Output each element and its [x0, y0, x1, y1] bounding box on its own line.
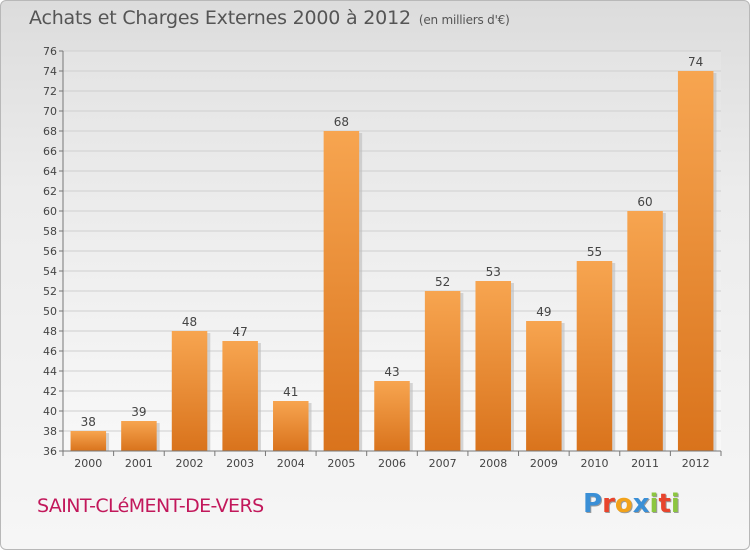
- bar: [323, 131, 360, 451]
- bar: [171, 331, 208, 451]
- bar-value-label: 47: [233, 325, 248, 339]
- logo-letter: i: [670, 489, 680, 519]
- y-tick-label: 74: [43, 65, 57, 78]
- bar: [475, 281, 511, 451]
- y-tick-label: 42: [43, 385, 57, 398]
- x-axis: 2000 2001 2002 2003 2004 2005 2006 2007 2008 2009…: [62, 450, 722, 470]
- y-tick-label: 64: [43, 165, 57, 178]
- x-tick-label: 2003: [226, 457, 254, 470]
- y-tick-label: 58: [43, 225, 57, 238]
- y-tick-label: 46: [43, 345, 57, 358]
- x-tick-label: 2006: [378, 457, 406, 470]
- y-tick-label: 36: [43, 445, 57, 458]
- y-tick-label: 76: [43, 45, 57, 58]
- x-tick-label: 2001: [125, 457, 153, 470]
- logo-letter: P: [583, 489, 603, 519]
- bar-value-label: 41: [283, 385, 298, 399]
- x-tick-label: 2004: [277, 457, 305, 470]
- bar: [627, 211, 663, 451]
- y-tick-label: 38: [43, 425, 57, 438]
- x-tick-label: 2011: [631, 457, 659, 470]
- place-name: SAINT-CLéMENT-DE-VERS: [37, 495, 264, 517]
- bar: [424, 291, 461, 451]
- bar: [526, 321, 562, 451]
- x-tick-label: 2012: [682, 457, 710, 470]
- bar-value-label: 38: [81, 415, 96, 429]
- x-tick-label: 2005: [327, 457, 355, 470]
- chart-title-text: Achats et Charges Externes 2000 à 2012: [29, 7, 411, 29]
- bar: [222, 341, 258, 451]
- proxiti-logo: Proxiti: [583, 489, 680, 519]
- bar: [121, 421, 157, 451]
- logo-letter: o: [614, 489, 633, 519]
- bar-value-label: 60: [637, 195, 652, 209]
- y-tick-label: 40: [43, 405, 57, 418]
- y-tick-label: 52: [43, 285, 57, 298]
- bar-value-label: 43: [384, 365, 399, 379]
- bars: 38 39 48 47 41 68 43 52 53 49 55 60 74: [70, 55, 717, 451]
- y-tick-label: 54: [43, 265, 57, 278]
- bar: [70, 431, 107, 451]
- y-tick-label: 70: [43, 105, 57, 118]
- bar-value-label: 53: [486, 265, 501, 279]
- bar-value-label: 55: [587, 245, 602, 259]
- x-tick-label: 2009: [530, 457, 558, 470]
- logo-letter: x: [632, 489, 650, 519]
- y-tick-label: 48: [43, 325, 57, 338]
- y-tick-label: 66: [43, 145, 57, 158]
- bar-value-label: 52: [435, 275, 450, 289]
- y-tick-label: 56: [43, 245, 57, 258]
- logo-letter: i: [649, 489, 659, 519]
- bar: [374, 381, 410, 451]
- chart-subtitle: (en milliers d'€): [418, 13, 510, 27]
- bar: [576, 261, 613, 451]
- bar-value-label: 68: [334, 115, 349, 129]
- y-tick-label: 72: [43, 85, 57, 98]
- x-tick-label: 2007: [429, 457, 457, 470]
- logo-letter: r: [602, 489, 615, 519]
- x-tick-label: 2008: [479, 457, 507, 470]
- bar: [677, 71, 714, 451]
- x-tick-label: 2010: [580, 457, 608, 470]
- logo-letter: t: [658, 489, 671, 519]
- y-tick-label: 62: [43, 185, 57, 198]
- bar-value-label: 39: [131, 405, 146, 419]
- y-tick-label: 68: [43, 125, 57, 138]
- x-tick-label: 2002: [176, 457, 204, 470]
- y-tick-label: 44: [43, 365, 57, 378]
- bar-value-label: 49: [536, 305, 551, 319]
- y-tick-label: 60: [43, 205, 57, 218]
- bar-value-label: 74: [688, 55, 703, 69]
- bar: [273, 401, 309, 451]
- bar-value-label: 48: [182, 315, 197, 329]
- y-tick-label: 50: [43, 305, 57, 318]
- chart-title: Achats et Charges Externes 2000 à 2012 (e…: [29, 7, 510, 29]
- y-axis: 36 38 40 42 44 46 48 50 52 54 56 58 60 62 64 66 68 70 72 74…: [43, 45, 64, 458]
- x-tick-label: 2000: [74, 457, 102, 470]
